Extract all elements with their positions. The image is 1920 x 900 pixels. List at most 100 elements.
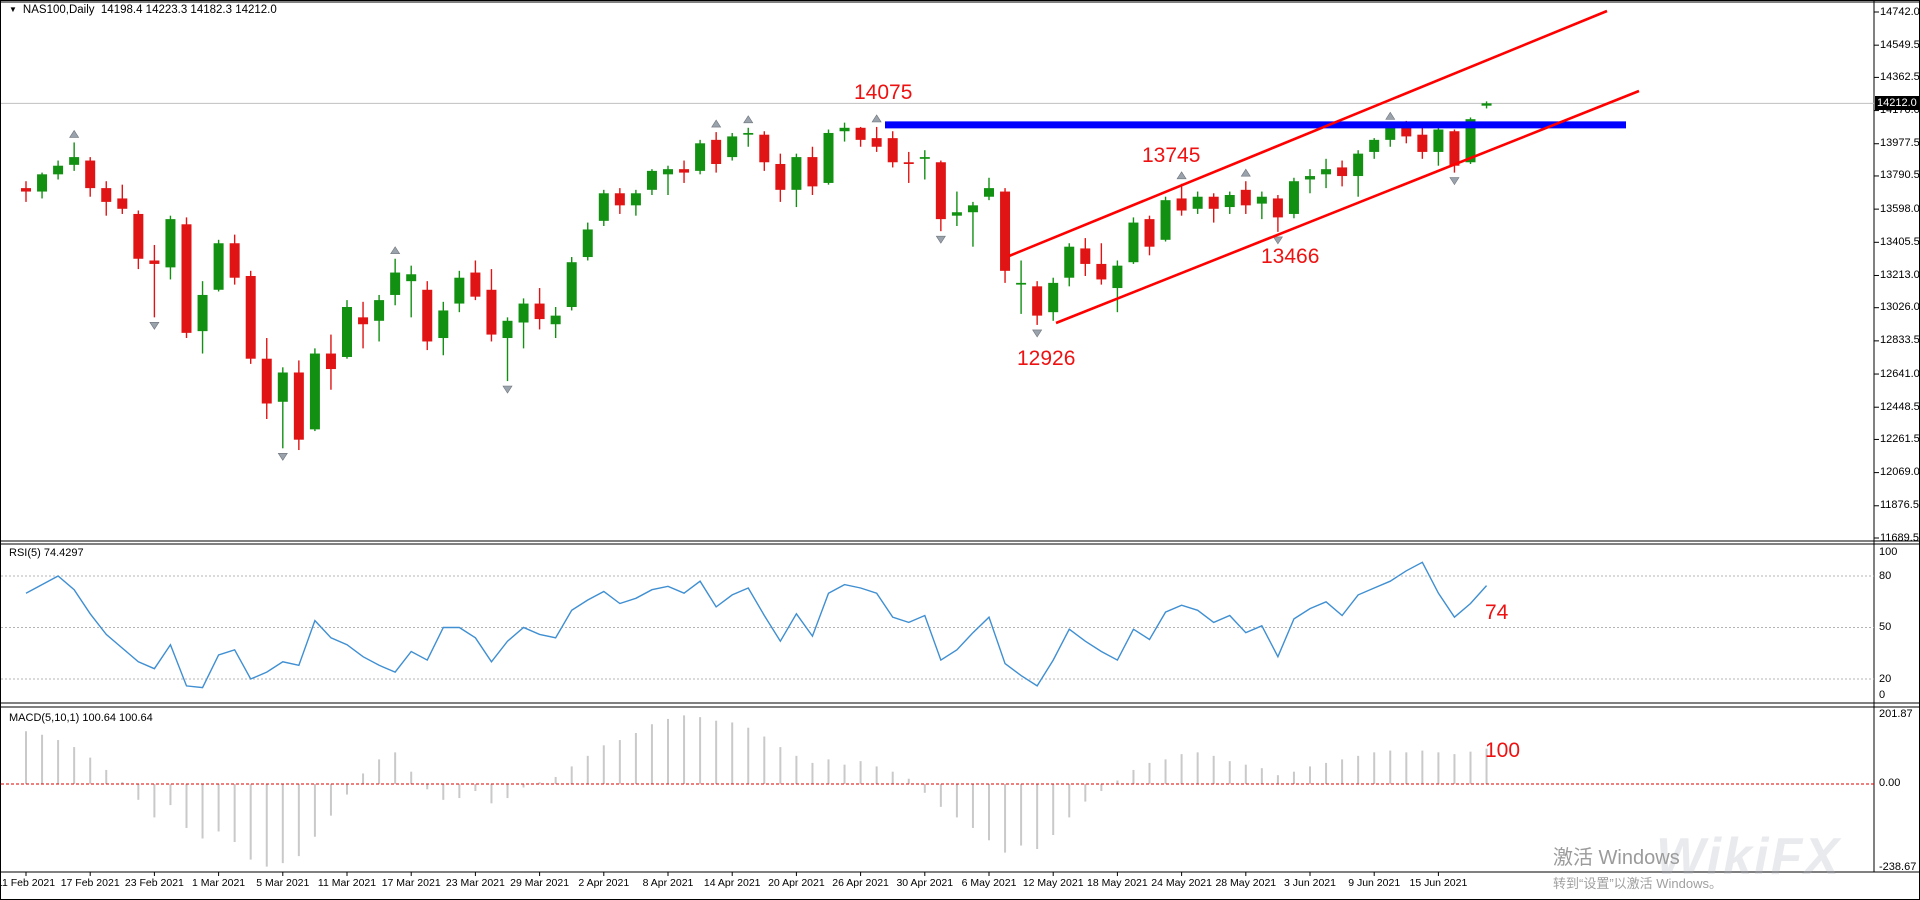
candle-body	[1337, 167, 1348, 177]
candle-body	[277, 372, 288, 402]
candle-body	[454, 277, 465, 304]
date-axis-label: 3 Jun 2021	[1284, 877, 1336, 889]
date-axis-label: 29 Mar 2021	[510, 877, 570, 889]
symbol-period-label: NAS100,Daily	[22, 4, 95, 16]
candle-body	[133, 213, 144, 259]
ohlc-values: 14198.4 14223.3 14182.3 14212.0	[100, 4, 277, 16]
price-axis-label: 12641.0	[1880, 367, 1920, 380]
candle-body	[229, 243, 240, 278]
candle-body	[1112, 265, 1123, 289]
candle-body	[1353, 153, 1364, 177]
macd-axis-min-label: -238.67	[1879, 861, 1917, 873]
candle-body	[325, 353, 336, 370]
price-axis-label: 13977.5	[1880, 137, 1920, 150]
candle-body	[1481, 103, 1492, 106]
price-axis-label: 13213.0	[1880, 268, 1920, 281]
date-axis-label: 1 Mar 2021	[192, 877, 246, 889]
candle-body	[1096, 263, 1107, 280]
candle-body	[935, 162, 946, 220]
chart-title: ▼ NAS100,Daily 14198.4 14223.3 14182.3 14…	[9, 4, 277, 16]
candle-body	[1128, 222, 1139, 263]
candle-body	[919, 157, 930, 159]
candle-body	[1144, 219, 1155, 247]
candle-body	[775, 163, 786, 190]
macd-axis-zero-label: 0.00	[1879, 777, 1901, 789]
candle-body	[213, 243, 224, 290]
candle-body	[984, 188, 994, 197]
date-axis-label: 18 May 2021	[1087, 877, 1148, 889]
candle-body	[1465, 119, 1476, 163]
date-axis-label: 5 Mar 2021	[256, 877, 310, 889]
fractal-up-arrow	[871, 114, 882, 123]
fractal-up-arrow	[1176, 171, 1187, 180]
candle-body	[422, 289, 433, 342]
candle-body	[374, 300, 385, 321]
date-axis-label: 20 Apr 2021	[768, 877, 825, 889]
fractal-up-arrow	[743, 115, 754, 124]
candle-body	[679, 169, 690, 173]
candle-body	[1240, 189, 1251, 206]
candle-body	[871, 138, 882, 147]
fractal-up-arrow	[1240, 168, 1251, 177]
candle-body	[1305, 176, 1315, 180]
rsi-axis-label: 80	[1879, 570, 1892, 582]
candle-body	[855, 127, 866, 140]
candle-body	[149, 260, 160, 264]
price-axis-label: 12069.0	[1880, 466, 1920, 479]
candle-body	[390, 272, 401, 295]
date-axis-label: 14 Apr 2021	[703, 877, 761, 889]
candle-body	[646, 170, 657, 190]
candle-body	[85, 160, 96, 189]
symbol-dropdown-icon[interactable]: ▼	[9, 5, 17, 14]
brand-watermark: WikiFX	[1656, 828, 1841, 886]
price-axis-label: 14742.0	[1880, 5, 1920, 18]
candle-body	[1385, 127, 1396, 140]
date-axis-label: 17 Feb 2021	[60, 877, 120, 889]
fractal-down-arrow	[1032, 329, 1043, 338]
fractal-up-arrow	[711, 119, 722, 128]
date-axis-label: 24 May 2021	[1151, 877, 1212, 889]
annotation-swing-low-13466: 13466	[1261, 245, 1320, 268]
rsi-line	[25, 561, 1488, 689]
candle-body	[1256, 196, 1267, 204]
candle-body	[534, 303, 545, 320]
date-axis-label: 2 Apr 2021	[578, 877, 630, 889]
candle-body	[1401, 127, 1412, 137]
candle-body	[550, 315, 561, 325]
price-axis-label: 13790.5	[1880, 169, 1920, 182]
candle-body	[630, 193, 641, 206]
fractal-down-arrow	[1272, 236, 1283, 245]
macd-axis-max-label: 201.87	[1879, 708, 1913, 720]
candle-body	[293, 372, 304, 440]
rsi-axis-label: 20	[1879, 673, 1892, 685]
candle-body	[470, 272, 481, 297]
candle-body	[1224, 195, 1235, 208]
candle-body	[1208, 196, 1219, 209]
date-axis-label: 11 Feb 2021	[0, 877, 56, 889]
price-axis-label: 12833.5	[1880, 334, 1920, 347]
candle-body	[53, 165, 64, 175]
candle-body	[245, 275, 256, 359]
fractal-down-arrow	[502, 385, 513, 394]
date-axis-label: 23 Mar 2021	[445, 877, 505, 889]
price-axis-label: 14362.5	[1880, 70, 1920, 83]
rsi-axis-label: 50	[1879, 621, 1892, 633]
candle-body	[1048, 282, 1059, 313]
date-axis-label: 17 Mar 2021	[381, 877, 441, 889]
rsi-indicator-label: RSI(5) 74.4297	[9, 547, 84, 559]
candle-body	[598, 193, 609, 221]
candle-body	[823, 132, 834, 183]
date-axis-label: 8 Apr 2021	[642, 877, 694, 889]
date-axis-label: 9 Jun 2021	[1348, 877, 1401, 889]
annotation-rsi-74: 74	[1485, 601, 1509, 624]
candle-body	[727, 136, 738, 158]
fractal-up-arrow	[1385, 111, 1396, 120]
fractal-down-arrow	[1449, 177, 1460, 186]
trend-channel-line	[1008, 9, 1608, 258]
macd-indicator-label: MACD(5,10,1) 100.64 100.64	[9, 712, 153, 724]
candle-body	[1192, 196, 1203, 209]
fractal-down-arrow	[277, 453, 288, 461]
candle-body	[951, 212, 962, 216]
annotation-crash-low-12926: 12926	[1017, 347, 1076, 370]
candle-body	[342, 307, 352, 357]
